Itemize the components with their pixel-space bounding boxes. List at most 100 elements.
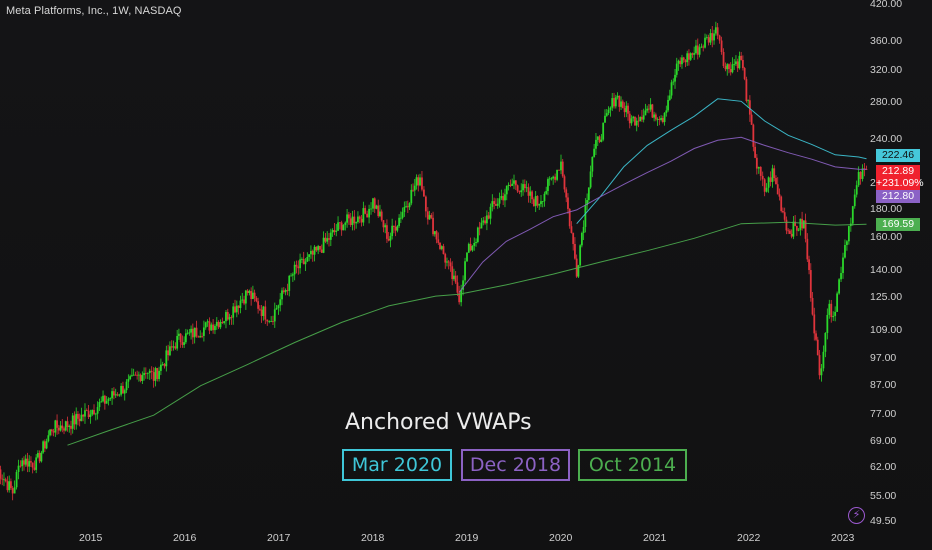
lightning-bolt-icon[interactable]: ⚡: [848, 507, 865, 524]
candle: [527, 183, 530, 203]
candle: [729, 62, 732, 76]
candle: [85, 408, 88, 412]
candle: [13, 480, 16, 494]
candle: [552, 175, 555, 185]
candle: [761, 171, 764, 187]
candle: [714, 21, 717, 36]
candle: [653, 111, 656, 122]
candle: [609, 106, 612, 117]
candle: [125, 379, 128, 394]
candle: [451, 261, 454, 286]
candle: [520, 183, 523, 197]
candle: [475, 238, 477, 247]
candle: [167, 344, 170, 361]
candle: [129, 374, 132, 381]
candle: [600, 134, 603, 143]
candle: [641, 109, 643, 123]
price-tag: 212.80: [876, 190, 920, 203]
candle: [665, 105, 668, 117]
candle: [713, 29, 715, 45]
candle: [799, 218, 802, 236]
candle: [202, 320, 205, 342]
candle: [563, 174, 566, 193]
price-tick-label: 109.00: [870, 324, 903, 337]
candle: [790, 229, 793, 239]
candle: [114, 388, 117, 398]
candle: [144, 367, 147, 379]
anchor-label-mar-2020: Mar 2020: [342, 449, 452, 481]
candle: [98, 398, 101, 412]
candle: [392, 225, 395, 234]
candle: [154, 366, 157, 387]
candle: [828, 299, 831, 319]
candle: [228, 313, 231, 325]
candle: [795, 225, 798, 236]
candle: [243, 295, 245, 306]
plot-area[interactable]: [0, 0, 870, 526]
candle: [268, 320, 271, 324]
candle: [496, 198, 499, 209]
candle: [466, 252, 468, 263]
candle: [47, 430, 50, 443]
candle: [28, 455, 31, 473]
candle: [313, 245, 316, 262]
candle: [686, 50, 689, 66]
time-tick-label: 2016: [173, 532, 197, 544]
candle: [844, 239, 846, 259]
candle: [57, 424, 60, 435]
candle: [467, 242, 470, 254]
candle: [618, 95, 621, 112]
price-tick-label: 97.00: [870, 352, 897, 365]
candle: [304, 258, 307, 272]
candle: [696, 38, 699, 60]
candle: [460, 284, 463, 307]
candle: [785, 216, 788, 235]
candle: [847, 225, 850, 245]
candle: [49, 429, 51, 437]
candle: [589, 165, 592, 189]
candle: [614, 94, 617, 109]
candle: [346, 209, 348, 228]
candle: [607, 106, 610, 116]
candle: [705, 34, 708, 40]
candle: [82, 414, 85, 422]
candle: [351, 210, 354, 231]
candle: [426, 207, 429, 225]
candle: [105, 396, 108, 404]
time-tick-label: 2022: [737, 532, 761, 544]
time-axis[interactable]: 2015 2016 2017 2018 2019 2020 2021 2022 2023: [0, 526, 870, 550]
candle: [235, 300, 238, 318]
candle: [197, 335, 200, 338]
price-tag: +231.09%: [876, 177, 924, 190]
candle: [349, 213, 352, 227]
candle: [763, 178, 766, 197]
candle: [137, 371, 140, 382]
candle: [550, 177, 553, 181]
candle: [165, 345, 168, 372]
candle: [482, 216, 485, 226]
candles: [0, 21, 868, 501]
candle: [428, 210, 431, 220]
candle: [679, 57, 682, 68]
candle: [604, 109, 606, 123]
candle: [417, 174, 420, 192]
candle: [621, 99, 624, 109]
candle: [736, 58, 739, 73]
candle: [59, 421, 62, 432]
candle: [783, 207, 786, 222]
candle: [809, 263, 812, 302]
candle: [52, 428, 55, 437]
candle: [399, 211, 402, 224]
price-axis[interactable]: 420.00360.00320.00280.00240.00200.00180.…: [870, 0, 932, 527]
price-tick-label: 140.00: [870, 263, 903, 276]
candle: [122, 381, 124, 394]
anchor-label-oct-2014: Oct 2014: [578, 449, 687, 481]
candle: [297, 260, 300, 275]
candle: [718, 34, 721, 44]
candle: [37, 450, 39, 459]
candle: [846, 239, 848, 251]
candle: [716, 22, 719, 40]
candle: [750, 110, 753, 125]
candle: [64, 420, 67, 432]
